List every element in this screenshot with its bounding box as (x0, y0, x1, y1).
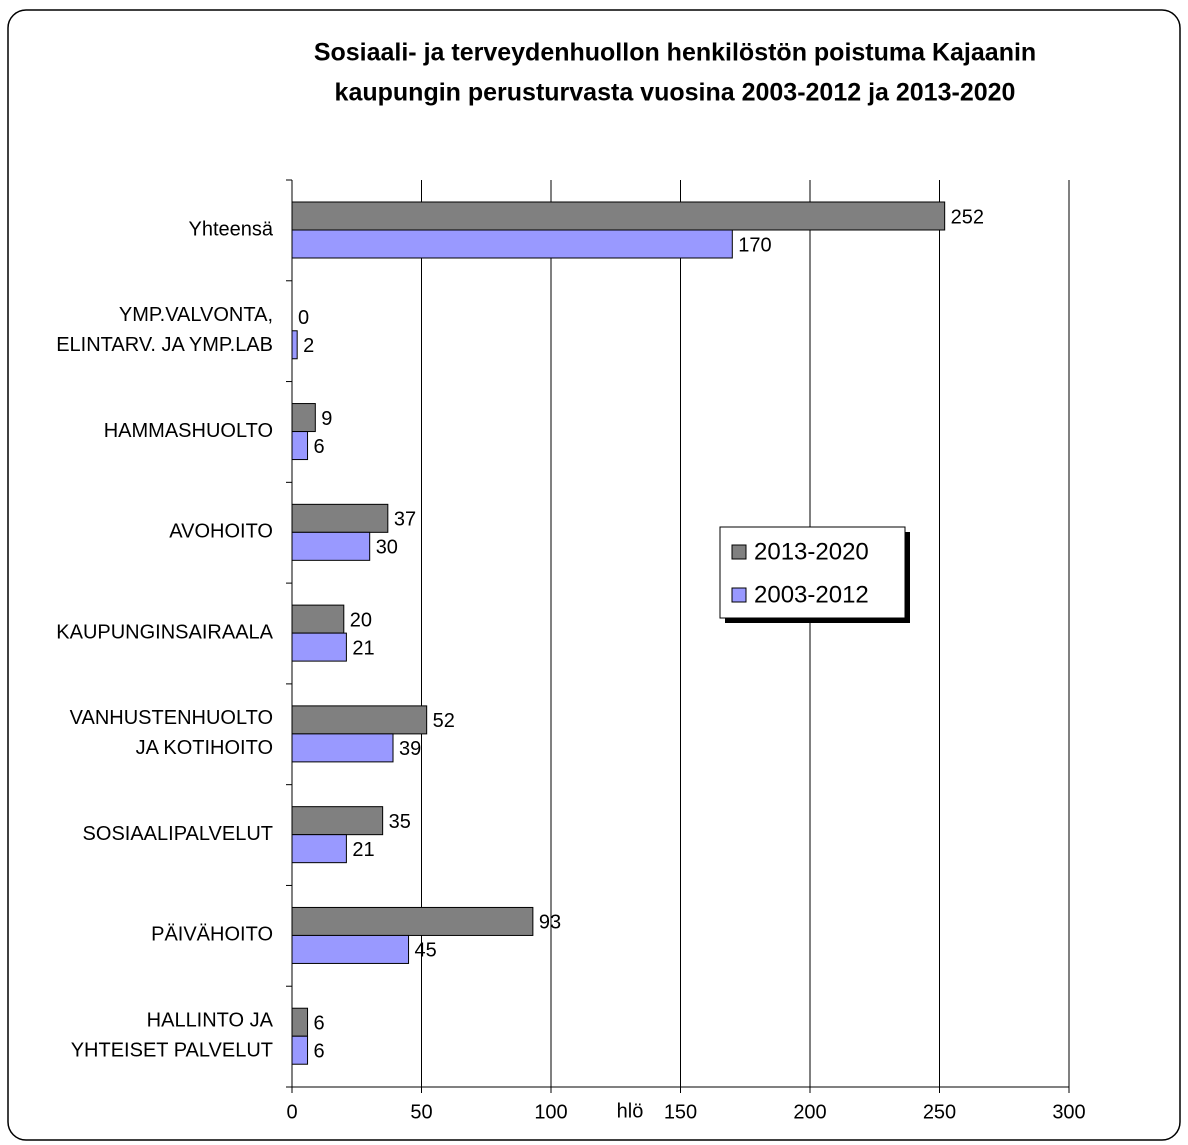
data-label: 93 (539, 912, 561, 934)
chart-title: Sosiaali- ja terveydenhuollon henkilöstö… (314, 39, 1036, 67)
data-label: 30 (376, 537, 398, 559)
y-tick-label: ELINTARV. JA YMP.LAB (56, 334, 273, 356)
y-tick-label: Yhteensä (188, 218, 273, 240)
bar (291, 330, 298, 360)
x-axis-label: hlö (617, 1100, 644, 1122)
bar (291, 431, 309, 461)
bar (291, 906, 534, 936)
bar (291, 632, 347, 662)
y-tick-label: VANHUSTENHUOLTO (70, 707, 273, 729)
data-label: 35 (389, 811, 411, 833)
data-label: 39 (399, 738, 421, 760)
x-tick-label: 100 (534, 1101, 567, 1123)
y-tick-label: AVOHOITO (169, 521, 273, 543)
data-label: 2 (303, 335, 314, 357)
y-tick-label: YMP.VALVONTA, (119, 304, 273, 326)
y-tick-label: HALLINTO JA (147, 1010, 274, 1032)
legend-label: 2003-2012 (754, 581, 869, 608)
data-label: 6 (314, 1041, 325, 1063)
x-tick-label: 250 (923, 1101, 956, 1123)
y-tick-label: JA KOTIHOITO (136, 737, 273, 759)
y-tick-label: PÄIVÄHOITO (151, 924, 273, 946)
bar (291, 229, 733, 259)
data-label: 21 (352, 637, 374, 659)
legend-label: 2013-2020 (754, 538, 869, 565)
bar (291, 834, 347, 864)
bar (291, 934, 410, 964)
y-tick-label: KAUPUNGINSAIRAALA (56, 621, 273, 643)
y-tick-label: HAMMASHUOLTO (104, 420, 273, 442)
bar (291, 705, 428, 735)
x-tick-label: 150 (664, 1101, 697, 1123)
x-tick-label: 0 (286, 1101, 297, 1123)
bar (291, 201, 946, 231)
y-tick-label: SOSIAALIPALVELUT (83, 823, 273, 845)
legend-swatch (731, 544, 747, 560)
x-tick-label: 300 (1052, 1101, 1085, 1123)
x-tick-label: 200 (793, 1101, 826, 1123)
chart-border (7, 9, 1181, 1141)
bar (291, 1035, 309, 1065)
y-tick-label: YHTEISET PALVELUT (71, 1040, 273, 1062)
data-label: 52 (433, 710, 455, 732)
legend-swatch (731, 587, 747, 603)
legend (719, 526, 906, 619)
data-label: 170 (738, 234, 771, 256)
chart-title: kaupungin perusturvasta vuosina 2003-201… (335, 79, 1016, 107)
bar (291, 403, 316, 433)
bar (291, 604, 345, 634)
data-label: 9 (321, 408, 332, 430)
bar (291, 1007, 309, 1037)
bar (291, 733, 394, 763)
data-label: 37 (394, 509, 416, 531)
data-label: 6 (314, 1013, 325, 1035)
data-label: 6 (314, 436, 325, 458)
x-tick-label: 50 (410, 1101, 432, 1123)
bar (291, 806, 384, 836)
bar (291, 503, 389, 533)
data-label: 0 (298, 307, 309, 329)
data-label: 21 (352, 839, 374, 861)
data-label: 20 (350, 609, 372, 631)
bar (291, 531, 371, 561)
data-label: 45 (415, 940, 437, 962)
data-label: 252 (951, 206, 984, 228)
